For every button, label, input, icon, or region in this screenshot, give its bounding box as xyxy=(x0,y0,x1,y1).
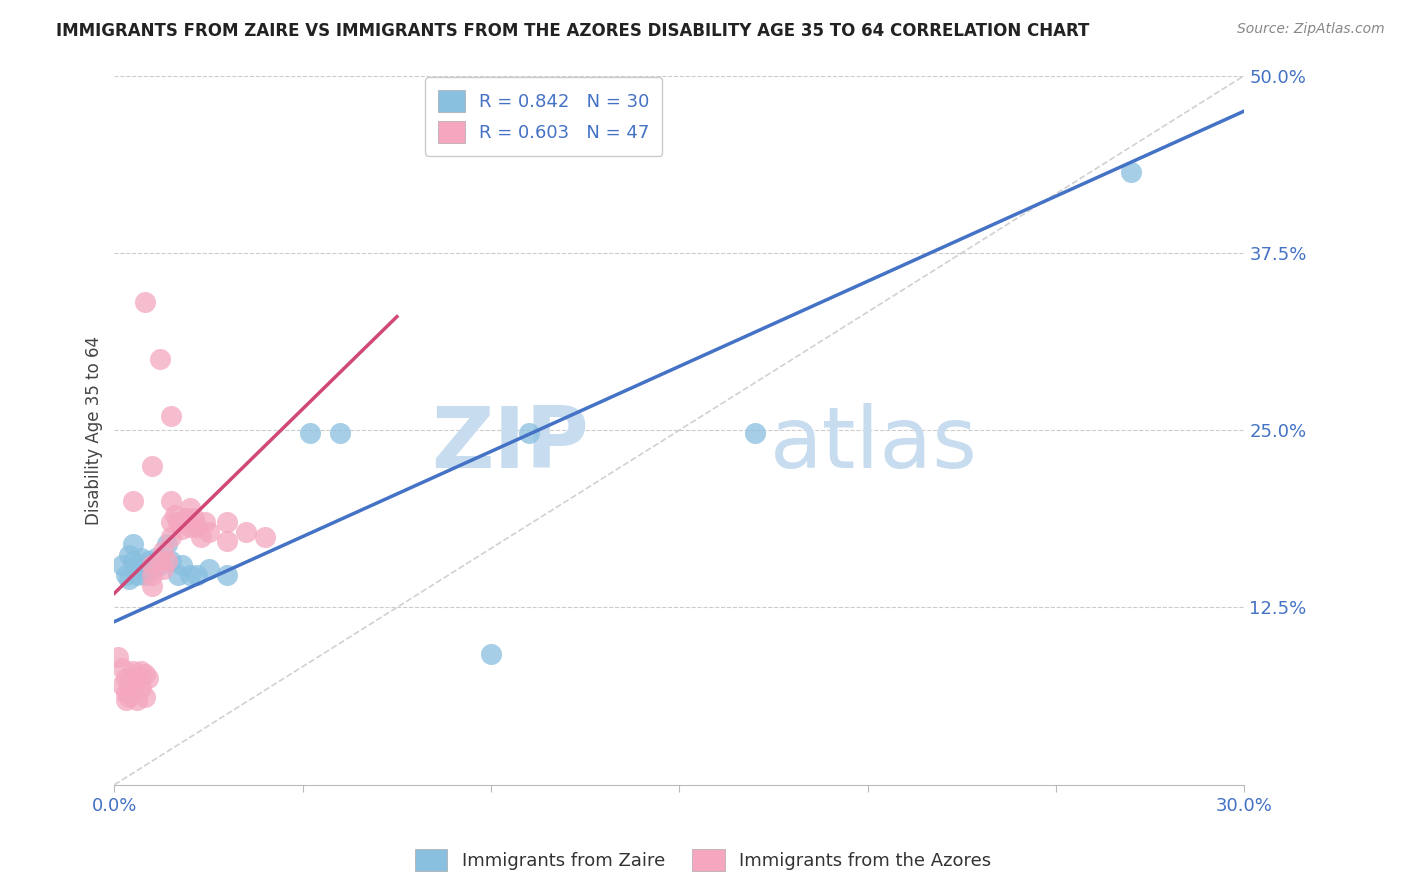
Point xyxy=(167,516,190,530)
Point xyxy=(156,554,179,568)
Point xyxy=(118,690,141,704)
Point xyxy=(235,525,257,540)
Point xyxy=(179,519,201,533)
Point xyxy=(152,562,174,576)
Point xyxy=(136,554,159,568)
Point xyxy=(186,567,208,582)
Point xyxy=(134,567,156,582)
Point xyxy=(129,560,152,574)
Point xyxy=(114,567,136,582)
Point xyxy=(141,579,163,593)
Point xyxy=(217,567,239,582)
Text: atlas: atlas xyxy=(770,403,977,486)
Point xyxy=(122,665,145,679)
Point xyxy=(517,425,540,440)
Point xyxy=(160,529,183,543)
Point xyxy=(118,572,141,586)
Point xyxy=(179,501,201,516)
Point xyxy=(190,529,212,543)
Point xyxy=(134,295,156,310)
Point xyxy=(160,554,183,568)
Point xyxy=(163,508,186,523)
Point xyxy=(114,672,136,686)
Point xyxy=(129,681,152,696)
Text: IMMIGRANTS FROM ZAIRE VS IMMIGRANTS FROM THE AZORES DISABILITY AGE 35 TO 64 CORR: IMMIGRANTS FROM ZAIRE VS IMMIGRANTS FROM… xyxy=(56,22,1090,40)
Point xyxy=(122,554,145,568)
Point xyxy=(172,523,194,537)
Point xyxy=(217,533,239,548)
Text: Source: ZipAtlas.com: Source: ZipAtlas.com xyxy=(1237,22,1385,37)
Point xyxy=(114,692,136,706)
Point xyxy=(129,665,152,679)
Point xyxy=(217,516,239,530)
Point xyxy=(122,681,145,696)
Point xyxy=(134,558,156,572)
Point xyxy=(197,525,219,540)
Point xyxy=(129,550,152,565)
Point xyxy=(149,558,172,572)
Point xyxy=(479,647,502,661)
Point xyxy=(156,536,179,550)
Point xyxy=(145,550,167,565)
Point xyxy=(111,661,134,675)
Point xyxy=(111,558,134,572)
Point xyxy=(125,567,148,582)
Point xyxy=(107,650,129,665)
Point xyxy=(111,678,134,692)
Point xyxy=(179,567,201,582)
Point xyxy=(125,558,148,572)
Point xyxy=(299,425,322,440)
Y-axis label: Disability Age 35 to 64: Disability Age 35 to 64 xyxy=(86,335,103,524)
Point xyxy=(125,672,148,686)
Point xyxy=(149,554,172,568)
Point xyxy=(160,494,183,508)
Point xyxy=(152,543,174,558)
Point xyxy=(149,352,172,367)
Point xyxy=(118,548,141,562)
Point xyxy=(125,692,148,706)
Point xyxy=(134,690,156,704)
Point xyxy=(141,562,163,576)
Point xyxy=(160,516,183,530)
Point xyxy=(254,529,277,543)
Point xyxy=(141,558,163,572)
Point xyxy=(122,494,145,508)
Point xyxy=(1121,165,1143,179)
Legend: Immigrants from Zaire, Immigrants from the Azores: Immigrants from Zaire, Immigrants from t… xyxy=(408,842,998,879)
Point xyxy=(172,558,194,572)
Point xyxy=(160,409,183,423)
Point xyxy=(329,425,352,440)
Point xyxy=(141,567,163,582)
Point xyxy=(141,458,163,473)
Point xyxy=(134,667,156,681)
Legend: R = 0.842   N = 30, R = 0.603   N = 47: R = 0.842 N = 30, R = 0.603 N = 47 xyxy=(425,78,662,156)
Point xyxy=(744,425,766,440)
Text: ZIP: ZIP xyxy=(432,403,589,486)
Point xyxy=(167,567,190,582)
Point xyxy=(114,685,136,699)
Point xyxy=(197,562,219,576)
Point xyxy=(136,672,159,686)
Point xyxy=(118,678,141,692)
Point xyxy=(194,516,217,530)
Point xyxy=(186,519,208,533)
Point xyxy=(183,511,205,525)
Point xyxy=(122,536,145,550)
Point xyxy=(174,511,197,525)
